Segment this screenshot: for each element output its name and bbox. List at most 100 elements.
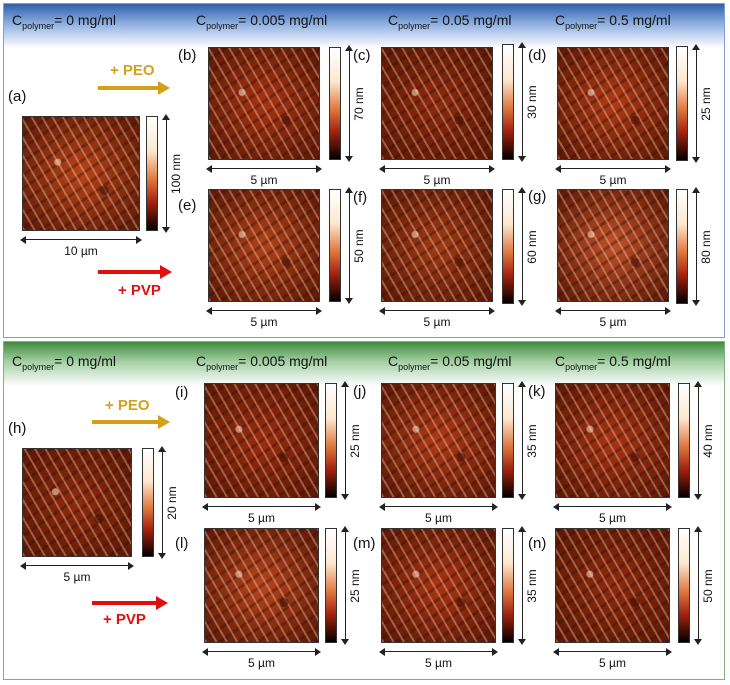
height-scale-label: 60 nm — [525, 229, 539, 264]
height-scale-arrow — [518, 42, 528, 162]
header-band — [4, 342, 724, 386]
height-scale-label: 35 nm — [525, 568, 539, 603]
lateral-scale-label: 5 µm — [423, 315, 451, 329]
height-scale-arrow — [518, 187, 528, 306]
height-scale-arrow — [694, 526, 704, 645]
height-scale-arrow — [692, 44, 702, 163]
height-scale-label: 25 nm — [348, 423, 362, 458]
lateral-scale-label: 5 µm — [599, 173, 627, 187]
afm-image — [557, 47, 669, 160]
colorbar — [676, 46, 688, 161]
afm-image — [381, 383, 496, 498]
lateral-scale-arrow — [379, 307, 495, 315]
pvp-arrow-bottom — [92, 596, 168, 610]
height-scale-arrow — [692, 187, 702, 306]
header-concentration: Cpolymer= 0.05 mg/ml — [388, 12, 512, 31]
lateral-scale-label: 5 µm — [423, 173, 451, 187]
panel-label: (d) — [528, 47, 547, 64]
colorbar — [329, 189, 341, 302]
afm-image — [555, 383, 670, 498]
lateral-scale-arrow — [202, 648, 321, 656]
lateral-scale-arrow — [20, 236, 142, 244]
panel-label: (h) — [8, 420, 27, 437]
colorbar — [676, 189, 688, 304]
lateral-scale-label: 5 µm — [425, 511, 452, 525]
afm-image — [557, 189, 669, 302]
lateral-scale-arrow — [555, 165, 671, 173]
afm-image — [381, 528, 496, 643]
header-concentration: Cpolymer= 0.5 mg/ml — [555, 353, 671, 372]
panel-label: (j) — [353, 383, 367, 400]
lateral-scale-arrow — [206, 165, 322, 173]
lateral-scale-label: 5 µm — [425, 656, 452, 670]
height-scale-label: 100 nm — [169, 153, 183, 194]
lateral-scale-label: 5 µm — [248, 511, 275, 525]
lateral-scale-label: 5 µm — [599, 511, 626, 525]
panel-label: (n) — [528, 535, 547, 552]
lateral-scale-label: 5 µm — [250, 173, 278, 187]
panel-label: (i) — [175, 384, 189, 401]
peo-label-bottom: + PEO — [105, 397, 150, 414]
height-scale-arrow — [345, 187, 355, 304]
colorbar — [502, 189, 514, 304]
lateral-scale-label: 5 µm — [599, 656, 626, 670]
header-concentration: Cpolymer= 0.005 mg/ml — [196, 353, 328, 372]
height-scale-label: 25 nm — [699, 86, 713, 121]
afm-image — [22, 116, 140, 231]
panel-label: (f) — [353, 189, 368, 206]
height-scale-label: 50 nm — [352, 228, 366, 263]
peo-arrow-bottom — [92, 415, 170, 429]
lateral-scale-arrow — [20, 562, 134, 570]
lateral-scale-arrow — [206, 307, 322, 315]
panel-label: (k) — [528, 383, 546, 400]
header-concentration: Cpolymer= 0.5 mg/ml — [555, 12, 671, 31]
height-scale-label: 80 nm — [699, 229, 713, 264]
colorbar — [502, 528, 514, 643]
header-concentration: Cpolymer= 0.005 mg/ml — [196, 12, 328, 31]
height-scale-label: 25 nm — [348, 568, 362, 603]
height-scale-arrow — [162, 114, 172, 233]
lateral-scale-label: 5 µm — [599, 315, 627, 329]
header-concentration: Cpolymer= 0 mg/ml — [12, 353, 117, 372]
colorbar — [325, 383, 337, 498]
panel-label: (a) — [8, 88, 27, 105]
afm-image — [204, 383, 319, 498]
height-scale-label: 50 nm — [701, 568, 715, 603]
section-upper — [3, 3, 725, 338]
panel-label: (e) — [178, 197, 197, 214]
colorbar — [142, 448, 154, 557]
height-scale-label: 30 nm — [525, 85, 539, 119]
panel-label: (b) — [178, 47, 197, 64]
lateral-scale-arrow — [202, 503, 321, 511]
afm-image — [204, 528, 319, 643]
afm-image — [22, 448, 132, 557]
pvp-label-bottom: + PVP — [103, 611, 146, 628]
height-scale-arrow — [694, 381, 704, 500]
height-scale-arrow — [518, 381, 528, 500]
colorbar — [146, 116, 158, 231]
panel-label: (m) — [353, 535, 376, 552]
height-scale-arrow — [158, 446, 168, 559]
section-lower — [3, 341, 725, 680]
lateral-scale-label: 5 µm — [248, 656, 275, 670]
height-scale-arrow — [345, 45, 355, 162]
pvp-label-top: + PVP — [118, 282, 161, 299]
colorbar — [325, 528, 337, 643]
afm-image — [555, 528, 670, 643]
colorbar — [678, 383, 690, 498]
colorbar — [502, 44, 514, 160]
height-scale-label: 70 nm — [352, 86, 366, 121]
afm-image — [208, 189, 320, 302]
lateral-scale-arrow — [555, 307, 671, 315]
height-scale-label: 40 nm — [701, 423, 715, 458]
colorbar — [329, 47, 341, 160]
lateral-scale-arrow — [553, 503, 672, 511]
lateral-scale-arrow — [553, 648, 672, 656]
lateral-scale-label: 5 µm — [63, 570, 91, 584]
afm-image — [381, 47, 493, 160]
panel-label: (c) — [353, 47, 371, 64]
lateral-scale-arrow — [379, 165, 495, 173]
lateral-scale-label: 5 µm — [250, 315, 278, 329]
header-concentration: Cpolymer= 0.05 mg/ml — [388, 353, 512, 372]
panel-label: (g) — [528, 188, 547, 205]
